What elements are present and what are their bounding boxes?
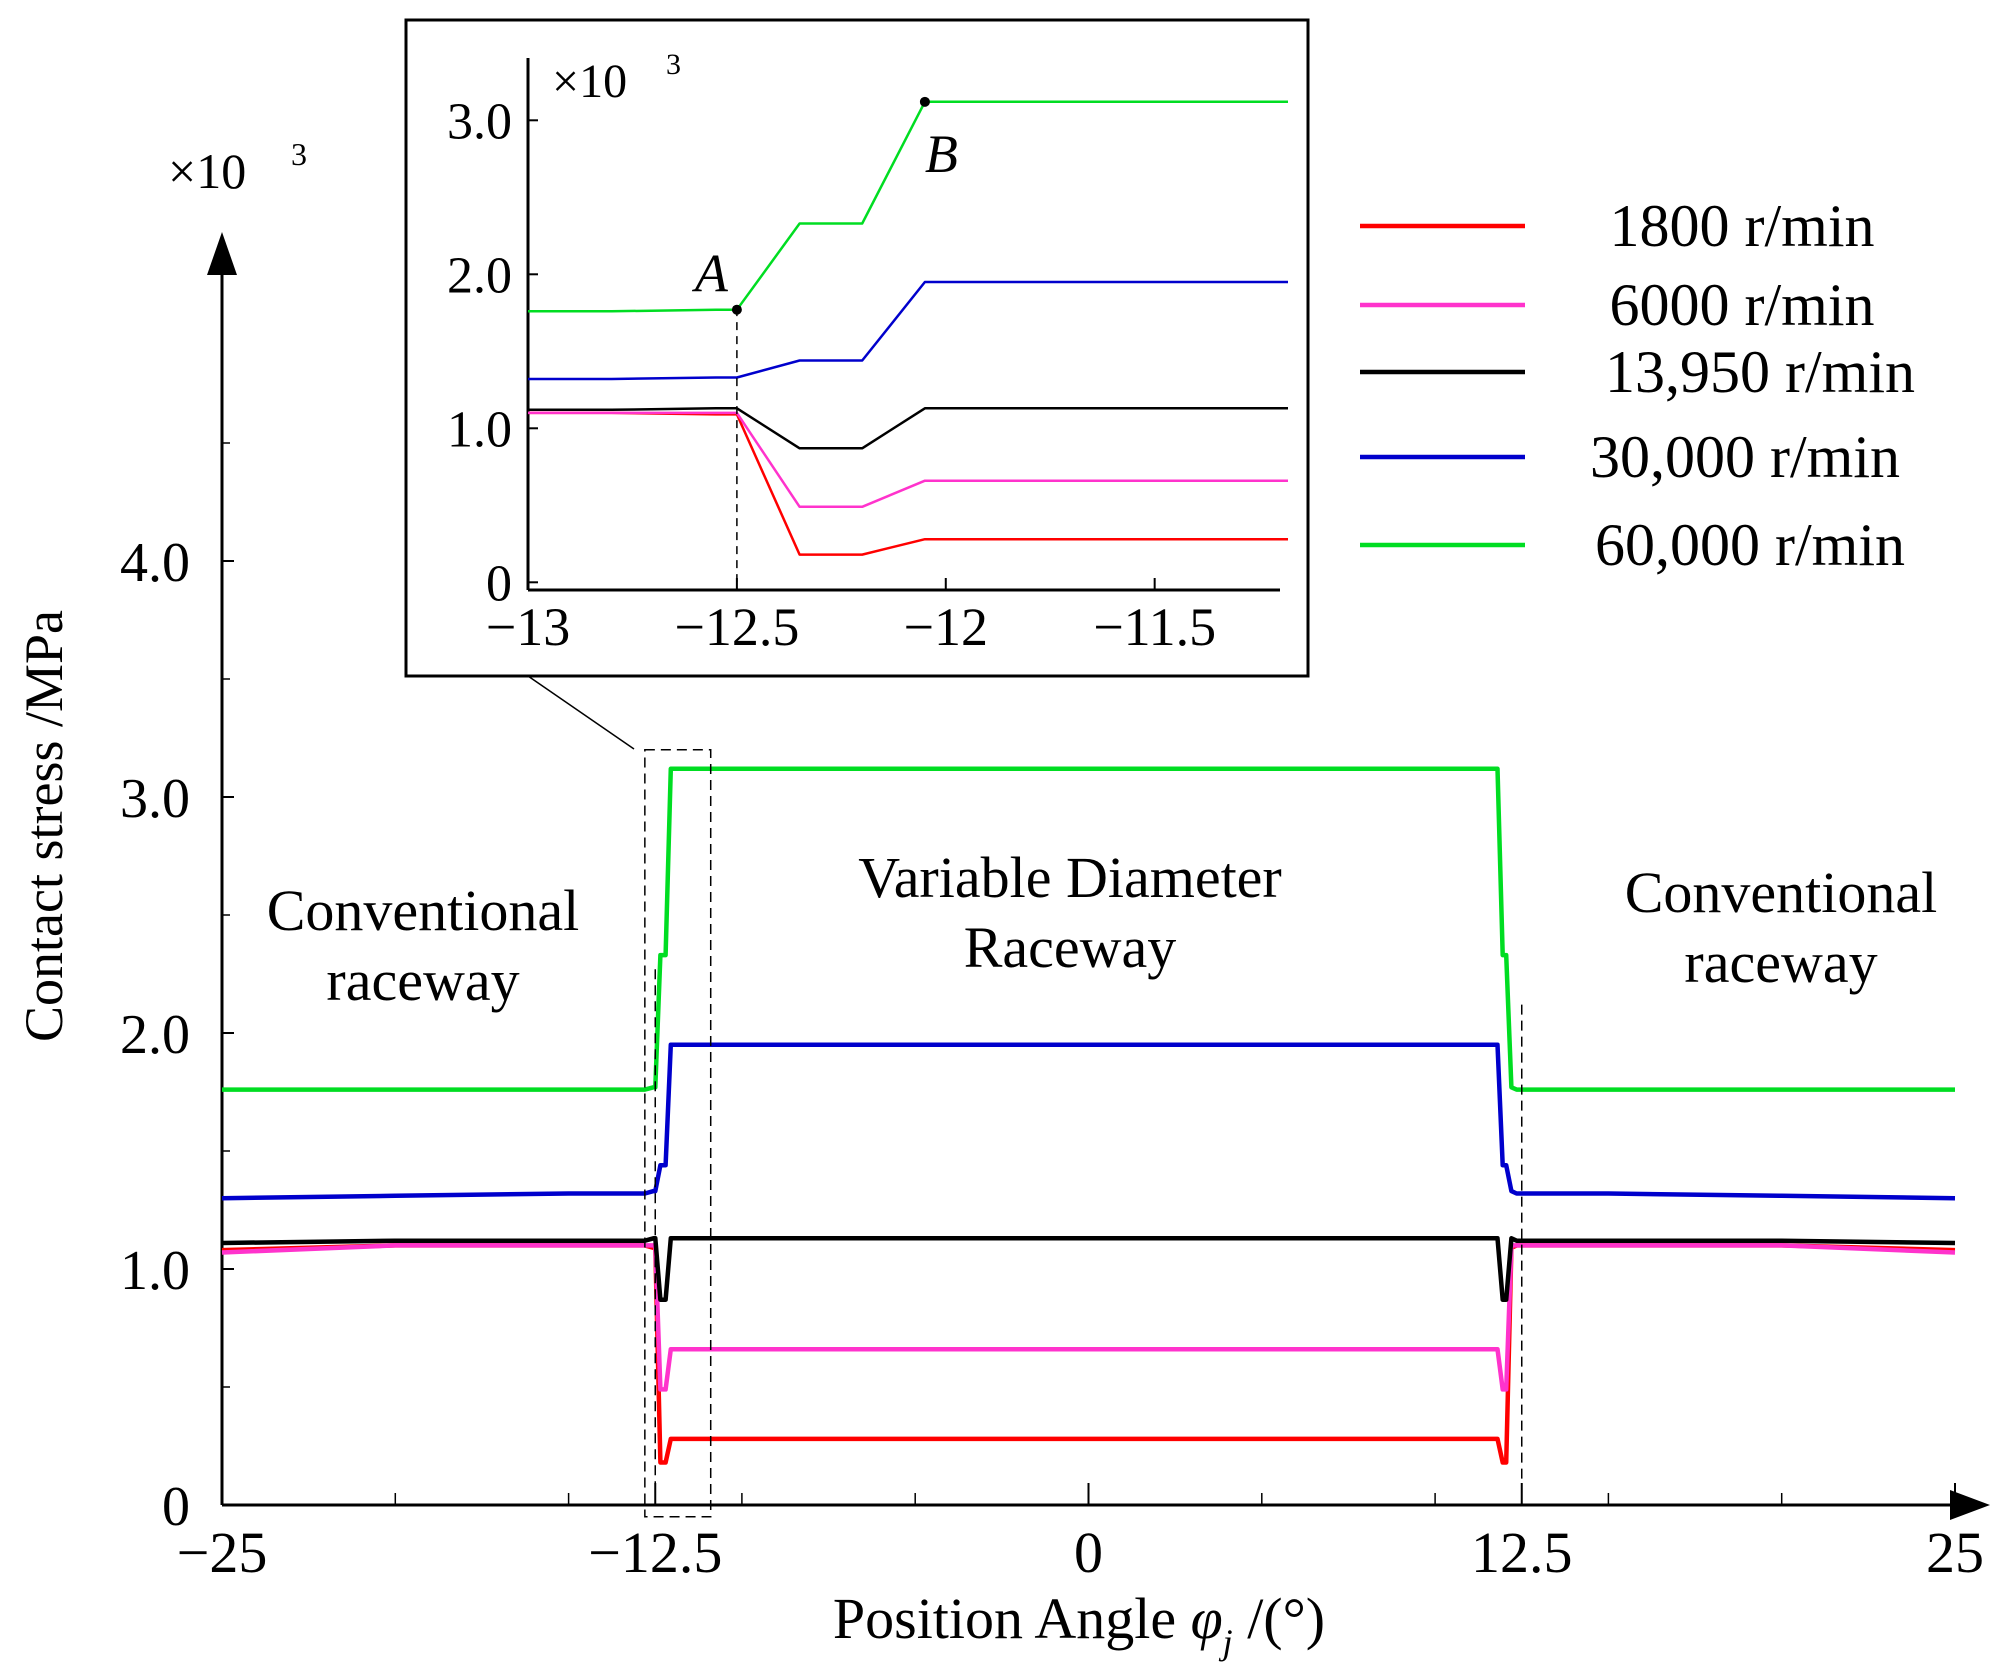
- y-axis-label: Contact stress /MPa: [14, 610, 74, 1042]
- x-axis-arrow: [1950, 1490, 1990, 1520]
- x-tick-label: −25: [177, 1520, 268, 1585]
- inset-y-tick-label: 0: [486, 555, 512, 612]
- inset-zoom: −13 −12.5 −12 −11.501.02.03.0 AB ×10 3: [404, 18, 1310, 750]
- zoom-box: [644, 749, 712, 1518]
- x-tick-label: 0: [1074, 1520, 1103, 1585]
- region-center-line2: Raceway: [964, 915, 1177, 980]
- annotation-label-a: A: [692, 244, 729, 304]
- inset-series-line-4: [528, 100, 1288, 313]
- inset-x-tick-label: −12: [904, 597, 988, 657]
- inset-series-line-0: [528, 411, 1288, 556]
- y-multiplier: ×10: [168, 143, 246, 199]
- inset-series-line-2: [528, 407, 1288, 450]
- region-right-line2: raceway: [1684, 930, 1877, 995]
- x-tick-label: 25: [1926, 1520, 1984, 1585]
- region-left-line1: Conventional: [267, 878, 580, 943]
- inset-series-line-1: [528, 411, 1288, 509]
- annotation-point-a: [731, 304, 742, 315]
- x-axis-label-sub: j: [1219, 1622, 1233, 1662]
- inset-y-multiplier-exp: 3: [666, 48, 681, 81]
- series-line-2: [221, 1236, 1956, 1302]
- y-tick-label: 0: [162, 1476, 190, 1538]
- inset-x-tick-label: −12.5: [674, 597, 799, 657]
- series-line-3: [221, 1042, 1956, 1201]
- y-tick-label: 4.0: [120, 532, 190, 594]
- x-tick-label: 12.5: [1471, 1520, 1573, 1585]
- inset-series: [528, 100, 1288, 556]
- series-line-1: [221, 1243, 1956, 1392]
- main-series: [221, 766, 1956, 1465]
- inset-y-tick-label: 3.0: [447, 93, 512, 150]
- y-tick-label: 2.0: [120, 1004, 190, 1066]
- series-line-0: [221, 1243, 1956, 1465]
- series-line-4: [222, 766, 1955, 1092]
- x-tick-label: −12.5: [588, 1520, 722, 1585]
- inset-y-multiplier: ×10: [552, 55, 627, 108]
- inset-ticks: −13 −12.5 −12 −11.5 0 1.0 2.0 3.0: [447, 93, 1216, 657]
- legend-label-2: 13,950 r/min: [1605, 339, 1915, 405]
- legend-label-1: 6000 r/min: [1610, 272, 1875, 338]
- inset-y-tick-label: 2.0: [447, 247, 512, 304]
- x-axis-label: Position Angle φj /(°): [833, 1586, 1325, 1662]
- legend-label-4: 60,000 r/min: [1595, 512, 1905, 578]
- x-axis-label-symbol: φ: [1191, 1586, 1223, 1651]
- inset-y-tick-label: 1.0: [447, 401, 512, 458]
- x-axis-label-main: Position Angle: [833, 1586, 1191, 1651]
- y-tick-label: 1.0: [120, 1240, 190, 1302]
- main-ticks: −25 −12.5 0 12.5 25 0 1.0 2.0 3.0 4.0: [120, 442, 1984, 1585]
- inset-frame: [404, 18, 1310, 678]
- legend-label-3: 30,000 r/min: [1590, 424, 1900, 490]
- inset-series-line-3: [528, 280, 1288, 381]
- annotation-label-b: B: [925, 124, 958, 184]
- x-axis-label-unit: /(°): [1233, 1586, 1325, 1651]
- region-center-line1: Variable Diameter: [858, 845, 1282, 910]
- legend-label-0: 1800 r/min: [1610, 193, 1875, 259]
- inset-x-tick-label: −11.5: [1093, 597, 1216, 657]
- y-tick-label: 3.0: [120, 768, 190, 830]
- dashed-guides: [644, 749, 1523, 1518]
- region-right-line1: Conventional: [1625, 860, 1938, 925]
- inset-annotations: AB: [692, 96, 958, 590]
- inset-x-tick-label: −13: [486, 597, 570, 657]
- y-multiplier-exp: 3: [291, 136, 307, 172]
- inset-connector-line: [527, 675, 635, 750]
- annotation-point-b: [919, 96, 930, 107]
- region-left-line2: raceway: [326, 948, 519, 1013]
- main-text: ×10 3 Contact stress /MPa Position Angle…: [14, 136, 1937, 1662]
- y-axis-arrow: [207, 232, 237, 275]
